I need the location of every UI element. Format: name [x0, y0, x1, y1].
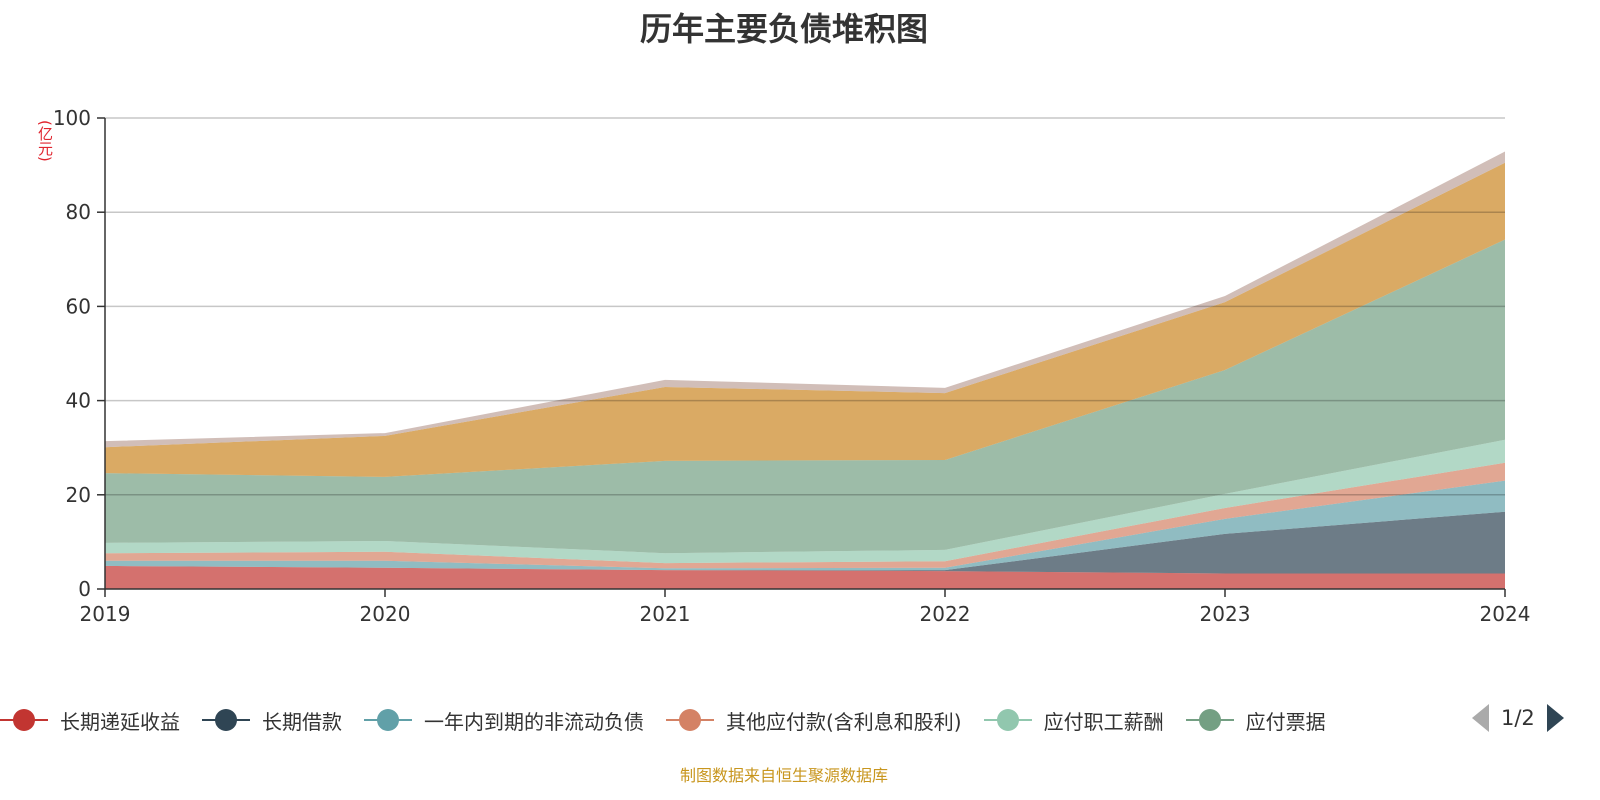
stacked-area-chart: 0 20 40 60 80 100 2019 2020 2021 2022 2023 2024: [53, 106, 1531, 626]
legend-dot: [215, 709, 237, 731]
legend-label: 长期递延收益: [60, 709, 180, 734]
x-tick-label: 2024: [1480, 602, 1531, 626]
y-tick-label: 0: [78, 577, 91, 601]
y-tick-label: 60: [66, 294, 91, 318]
legend-page-indicator: 1/2: [1501, 706, 1535, 730]
legend-dot: [679, 709, 701, 731]
legend-item[interactable]: 长期递延收益: [0, 706, 180, 735]
area-series-2: [105, 480, 1505, 571]
area-series-5: [105, 239, 1505, 554]
x-tick-label: 2023: [1200, 602, 1251, 626]
data-source-note: 制图数据来自恒生聚源数据库: [679, 766, 888, 785]
legend: 长期递延收益 长期借款 一年内到期的非流动负债 其他应付款(含利息和股利) 应付职工薪酬…: [0, 702, 1470, 738]
legend-marker-icon: [983, 708, 1032, 732]
triangle-right-icon[interactable]: [1546, 704, 1564, 732]
y-tick-label: 20: [66, 483, 91, 507]
legend-label: 其他应付款(含利息和股利): [726, 709, 962, 734]
area-series-7: [105, 151, 1505, 448]
legend-dot: [377, 709, 399, 731]
y-tick-label: 100: [53, 106, 91, 130]
legend-dot: [13, 709, 35, 731]
area-series-3: [105, 462, 1505, 569]
y-axis-unit: (亿元): [36, 120, 54, 162]
x-tick-label: 2019: [80, 602, 131, 626]
legend-dot: [1198, 709, 1221, 731]
legend-item[interactable]: 其他应付款(含利息和股利): [666, 706, 962, 735]
area-series-6: [105, 162, 1505, 477]
legend-dot: [996, 709, 1019, 731]
area-series-1: [105, 511, 1505, 574]
legend-label: 一年内到期的非流动负债: [424, 709, 644, 734]
legend-item[interactable]: 一年内到期的非流动负债: [364, 706, 644, 735]
legend-marker-icon: [364, 708, 412, 732]
legend-item[interactable]: 应付票据: [1185, 706, 1326, 735]
legend-pager: 1/2: [1472, 704, 1564, 732]
x-tick-label: 2020: [360, 602, 411, 626]
legend-item[interactable]: 长期借款: [202, 706, 342, 735]
legend-marker-icon: [202, 708, 250, 732]
chart-title: 历年主要负债堆积图: [639, 10, 928, 48]
x-tick-label: 2022: [920, 602, 971, 626]
area-series-0: [105, 565, 1505, 589]
legend-marker-icon: [1185, 708, 1234, 732]
x-tick-label: 2021: [640, 602, 691, 626]
legend-item[interactable]: 应付职工薪酬: [983, 706, 1164, 735]
y-tick-label: 40: [66, 389, 91, 413]
legend-label: 应付票据: [1245, 709, 1326, 734]
y-tick-label: 80: [66, 200, 91, 224]
legend-marker-icon: [666, 708, 714, 732]
legend-marker-icon: [0, 708, 48, 732]
triangle-left-icon[interactable]: [1472, 704, 1489, 732]
area-series-4: [105, 439, 1505, 564]
legend-label: 应付职工薪酬: [1043, 709, 1164, 734]
legend-label: 长期借款: [262, 709, 342, 734]
